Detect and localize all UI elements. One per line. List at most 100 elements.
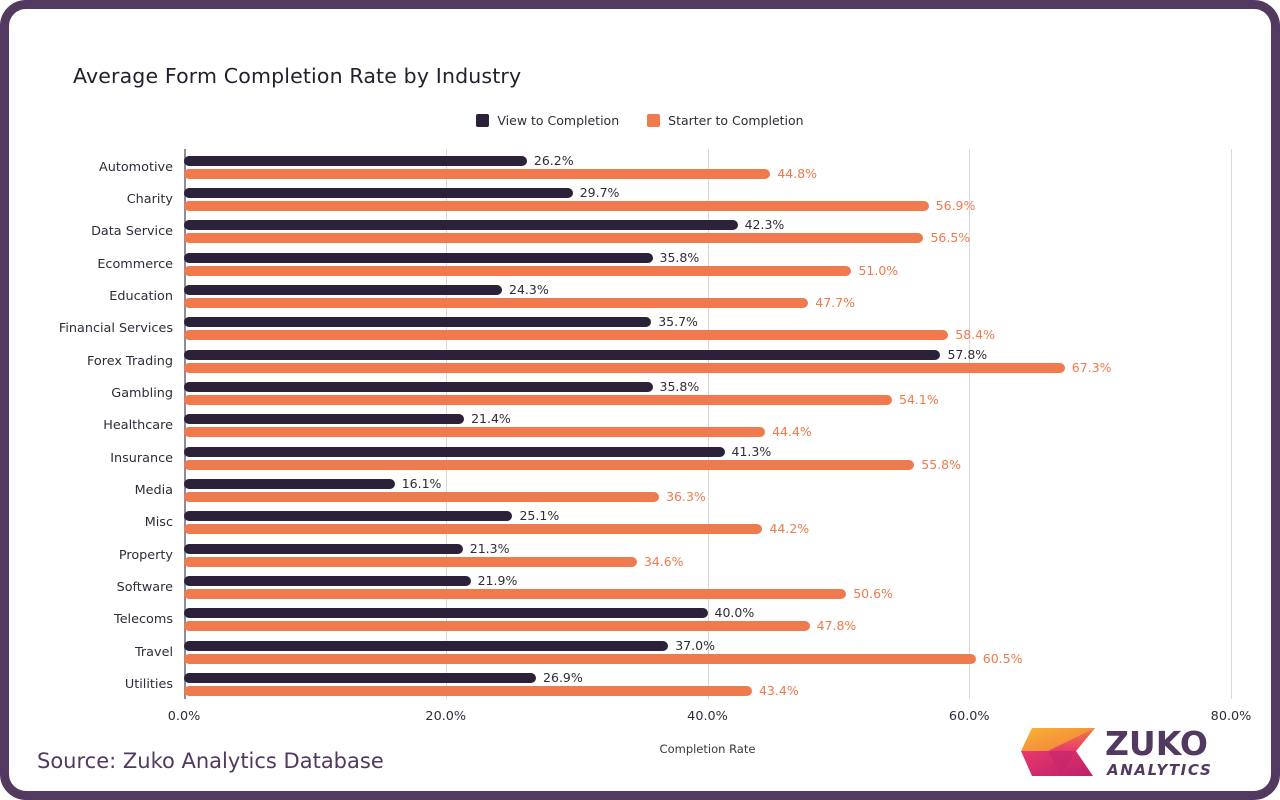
category-label: Telecoms — [114, 612, 173, 628]
bar-row: Ecommerce 35.8% 51.0% — [97, 249, 1231, 280]
bar-view[interactable] — [184, 284, 503, 295]
bar-starter[interactable] — [184, 394, 893, 405]
bar-view[interactable] — [184, 155, 527, 166]
bar-view[interactable] — [184, 414, 465, 425]
bar-value-label: 50.6% — [853, 586, 893, 602]
bar-view[interactable] — [184, 381, 653, 392]
bar-value-label: 35.8% — [659, 249, 700, 265]
bar-view[interactable] — [184, 446, 725, 457]
bar-row: Charity 29.7% 56.9% — [127, 184, 1231, 215]
bar-row: Utilities 26.9% 43.4% — [125, 669, 1231, 700]
bar-row: Automotive 26.2% 44.8% — [99, 152, 1231, 183]
bar-view[interactable] — [184, 479, 395, 490]
gridline-80.0% — [1231, 149, 1233, 699]
legend-item-1[interactable]: View to Completion — [476, 113, 619, 128]
category-label: Data Service — [91, 224, 173, 240]
bar-view[interactable] — [184, 511, 513, 522]
bar-row: Insurance 41.3% 55.8% — [110, 443, 1231, 474]
category-label: Media — [134, 483, 173, 499]
bar-starter[interactable] — [184, 362, 1065, 373]
plot-area: Automotive 26.2% 44.8% Charity 29.7% 56.9% Dat… — [59, 149, 1233, 700]
bar-value-label: 36.3% — [666, 489, 706, 505]
source-note: Source: Zuko Analytics Database — [37, 749, 384, 773]
bar-value-label: 44.8% — [777, 165, 818, 181]
bar-value-label: 51.0% — [858, 262, 899, 278]
bar-row: Education 24.3% 47.7% — [109, 281, 1231, 312]
bar-starter[interactable] — [184, 233, 924, 244]
bar-view[interactable] — [184, 576, 471, 587]
bar-value-label: 26.9% — [543, 670, 583, 686]
bar-starter[interactable] — [184, 556, 637, 567]
bar-value-label: 43.4% — [758, 683, 799, 699]
bar-row: Misc 25.1% 44.2% — [145, 507, 1231, 538]
bar-starter[interactable] — [184, 459, 915, 470]
x-tick-label: 0.0% — [167, 709, 201, 724]
logo-wordmark: ZUKO — [1105, 724, 1208, 763]
bar-starter[interactable] — [184, 589, 847, 600]
bar-starter[interactable] — [184, 168, 771, 179]
bar-value-label: 57.8% — [947, 346, 988, 362]
legend-item-2[interactable]: Starter to Completion — [647, 113, 804, 128]
bar-value-label: 21.4% — [471, 411, 511, 427]
bar-view[interactable] — [184, 220, 738, 231]
bar-starter[interactable] — [184, 492, 660, 503]
bar-view[interactable] — [184, 673, 537, 684]
bar-value-label: 24.3% — [509, 281, 549, 297]
bar-view[interactable] — [184, 317, 652, 328]
bar-value-label: 47.8% — [816, 618, 857, 634]
bar-value-label: 35.7% — [658, 314, 698, 330]
bar-view[interactable] — [184, 608, 708, 619]
bar-starter[interactable] — [184, 524, 763, 535]
y-axis-line — [184, 149, 186, 699]
category-label: Financial Services — [58, 321, 173, 337]
x-axis-title: Completion Rate — [659, 742, 756, 756]
bar-value-label: 35.8% — [659, 378, 700, 394]
bar-view[interactable] — [184, 640, 669, 651]
bar-view[interactable] — [184, 252, 653, 263]
category-label: Automotive — [98, 159, 173, 175]
bar-value-label: 42.3% — [744, 217, 785, 233]
bar-starter[interactable] — [184, 200, 929, 211]
bar-row: Telecoms 40.0% 47.8% — [114, 604, 1231, 635]
bar-view[interactable] — [184, 349, 941, 360]
bar-starter[interactable] — [184, 686, 752, 697]
bar-row: Data Service 42.3% 56.5% — [91, 216, 1231, 247]
bar-starter[interactable] — [184, 265, 852, 276]
x-tick-label: 60.0% — [948, 709, 990, 724]
bar-view[interactable] — [184, 187, 573, 198]
bar-starter[interactable] — [184, 621, 810, 632]
category-label: Property — [118, 547, 173, 563]
bar-value-label: 60.5% — [982, 650, 1023, 666]
category-label: Ecommerce — [97, 256, 173, 272]
bar-value-label: 44.2% — [769, 521, 810, 537]
bar-starter[interactable] — [184, 427, 766, 438]
bar-value-label: 34.6% — [643, 553, 684, 569]
bar-value-label: 54.1% — [899, 391, 939, 407]
bar-value-label: 26.2% — [533, 152, 574, 168]
bar-view[interactable] — [184, 543, 463, 554]
logo-subtitle: ANALYTICS — [1106, 761, 1212, 779]
category-label: Software — [116, 580, 173, 596]
x-tick-label: 20.0% — [425, 709, 467, 724]
square-swatch — [647, 114, 661, 127]
bar-value-label: 44.4% — [772, 424, 812, 440]
x-tick-label: 80.0% — [1210, 709, 1252, 724]
bar-row: Financial Services 35.7% 58.4% — [59, 313, 1231, 344]
gridline-40.0% — [707, 149, 709, 699]
bar-row: Healthcare 21.4% 44.4% — [103, 410, 1231, 441]
bar-value-label: 56.5% — [930, 230, 971, 246]
bar-row: Travel 37.0% 60.5% — [135, 637, 1231, 668]
bar-starter[interactable] — [184, 653, 976, 664]
category-label: Forex Trading — [87, 353, 173, 369]
bar-starter[interactable] — [184, 330, 949, 341]
bar-value-label: 41.3% — [731, 443, 772, 459]
category-label: Misc — [144, 515, 173, 531]
bar-value-label: 21.3% — [469, 540, 510, 556]
bar-row: Gambling 35.8% 54.1% — [111, 378, 1231, 409]
bar-starter[interactable] — [184, 297, 809, 308]
category-label: Healthcare — [103, 418, 173, 434]
legend-label: View to Completion — [497, 113, 620, 128]
bar-value-label: 21.9% — [477, 573, 518, 589]
bar-value-label: 56.9% — [935, 197, 976, 213]
